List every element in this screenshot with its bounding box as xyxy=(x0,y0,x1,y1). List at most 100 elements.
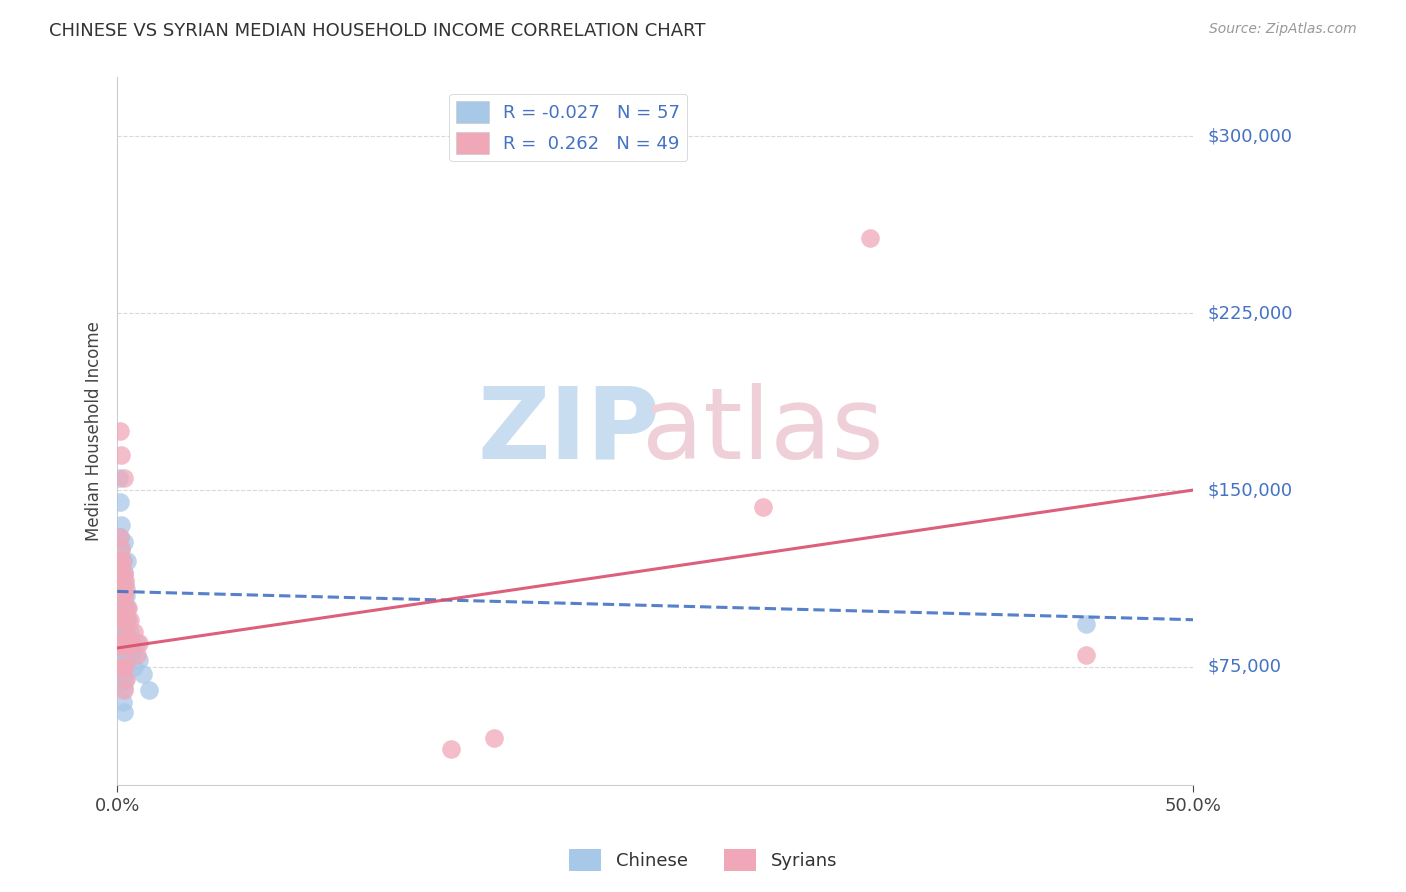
Point xyxy=(112,610,135,624)
Point xyxy=(108,554,131,568)
Point xyxy=(110,653,132,667)
Point xyxy=(110,566,132,580)
Point xyxy=(114,672,136,686)
Point xyxy=(112,636,135,650)
Point xyxy=(110,558,132,573)
Point xyxy=(111,601,134,615)
Point xyxy=(132,667,155,681)
Point xyxy=(110,530,132,544)
Point xyxy=(110,629,132,643)
Point xyxy=(112,613,135,627)
Point xyxy=(120,613,142,627)
Point xyxy=(108,613,131,627)
Point xyxy=(440,742,463,756)
Point xyxy=(112,705,135,719)
Point xyxy=(110,636,132,650)
Point xyxy=(114,636,136,650)
Point xyxy=(112,566,135,580)
Point xyxy=(110,566,132,580)
Point xyxy=(112,471,135,485)
Point xyxy=(117,601,139,615)
Point xyxy=(114,582,136,596)
Point xyxy=(121,636,143,650)
Point xyxy=(125,636,148,650)
Text: atlas: atlas xyxy=(643,383,883,480)
Point xyxy=(108,582,131,596)
Point xyxy=(120,624,142,639)
Legend: Chinese, Syrians: Chinese, Syrians xyxy=(561,842,845,879)
Point xyxy=(115,601,138,615)
Point xyxy=(1074,648,1097,662)
Point xyxy=(114,601,136,615)
Point xyxy=(110,660,132,674)
Point xyxy=(124,660,146,674)
Point xyxy=(114,660,136,674)
Point xyxy=(114,639,136,653)
Point xyxy=(111,695,134,709)
Point xyxy=(110,558,132,573)
Point xyxy=(108,582,131,596)
Text: ZIP: ZIP xyxy=(478,383,661,480)
Point xyxy=(117,629,139,643)
Point xyxy=(114,589,136,603)
Point xyxy=(114,624,136,639)
Point xyxy=(114,601,136,615)
Point xyxy=(108,554,131,568)
Text: $300,000: $300,000 xyxy=(1208,128,1292,145)
Point xyxy=(111,610,134,624)
Text: Source: ZipAtlas.com: Source: ZipAtlas.com xyxy=(1209,22,1357,37)
Point xyxy=(112,634,135,648)
Point xyxy=(111,648,134,662)
Point xyxy=(117,613,139,627)
Point xyxy=(124,624,146,639)
Point xyxy=(112,657,135,672)
Point xyxy=(110,613,132,627)
Point xyxy=(111,554,134,568)
Y-axis label: Median Household Income: Median Household Income xyxy=(86,321,103,541)
Text: $75,000: $75,000 xyxy=(1208,658,1281,676)
Point xyxy=(111,624,134,639)
Point xyxy=(112,589,135,603)
Point xyxy=(125,648,148,662)
Point xyxy=(112,681,135,695)
Text: CHINESE VS SYRIAN MEDIAN HOUSEHOLD INCOME CORRELATION CHART: CHINESE VS SYRIAN MEDIAN HOUSEHOLD INCOM… xyxy=(49,22,706,40)
Point xyxy=(110,610,132,624)
Point xyxy=(111,672,134,686)
Point xyxy=(128,653,150,667)
Point xyxy=(115,554,138,568)
Point xyxy=(114,648,136,662)
Point xyxy=(110,541,132,556)
Point xyxy=(110,424,132,438)
Point xyxy=(112,683,135,698)
Point xyxy=(112,589,135,603)
Point xyxy=(128,636,150,650)
Point xyxy=(112,566,135,580)
Point xyxy=(110,660,132,674)
Point xyxy=(752,500,775,514)
Point xyxy=(110,636,132,650)
Point xyxy=(111,582,134,596)
Point xyxy=(110,589,132,603)
Legend: R = -0.027   N = 57, R =  0.262   N = 49: R = -0.027 N = 57, R = 0.262 N = 49 xyxy=(449,94,688,161)
Point xyxy=(110,676,132,690)
Point xyxy=(111,554,134,568)
Point xyxy=(114,613,136,627)
Point xyxy=(110,610,132,624)
Point xyxy=(117,636,139,650)
Point xyxy=(114,672,136,686)
Text: $225,000: $225,000 xyxy=(1208,304,1292,322)
Point xyxy=(110,448,132,462)
Point xyxy=(114,629,136,643)
Point xyxy=(114,610,136,624)
Point xyxy=(482,731,505,745)
Point xyxy=(112,660,135,674)
Point xyxy=(110,541,132,556)
Point xyxy=(138,683,160,698)
Point xyxy=(110,582,132,596)
Point xyxy=(110,530,132,544)
Point xyxy=(110,589,132,603)
Point xyxy=(108,471,131,485)
Point xyxy=(108,495,131,509)
Point xyxy=(121,648,143,662)
Point xyxy=(110,582,132,596)
